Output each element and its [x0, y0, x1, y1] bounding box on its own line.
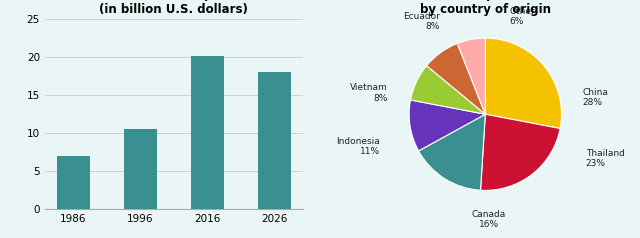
Wedge shape [457, 38, 485, 114]
Text: Ecuador
8%: Ecuador 8% [403, 12, 440, 31]
Title: US seafood imports
(in billion U.S. dollars): US seafood imports (in billion U.S. doll… [99, 0, 248, 16]
Wedge shape [419, 114, 485, 190]
Bar [56, 156, 90, 209]
Wedge shape [485, 38, 561, 129]
Text: Indonesia
11%: Indonesia 11% [337, 137, 380, 156]
Wedge shape [410, 66, 485, 114]
Text: Other
6%: Other 6% [509, 7, 536, 26]
Text: Vietnam
8%: Vietnam 8% [350, 83, 388, 103]
Bar [191, 56, 224, 209]
Wedge shape [427, 43, 485, 114]
Wedge shape [481, 114, 560, 190]
Text: Canada
16%: Canada 16% [472, 210, 506, 229]
Text: China
28%: China 28% [583, 88, 609, 107]
Bar [124, 129, 157, 209]
Wedge shape [409, 100, 485, 151]
Title: US seafood imports in 2016,
by country of origin: US seafood imports in 2016, by country o… [392, 0, 579, 16]
Text: Thailand
23%: Thailand 23% [586, 149, 625, 168]
Bar [257, 72, 291, 209]
